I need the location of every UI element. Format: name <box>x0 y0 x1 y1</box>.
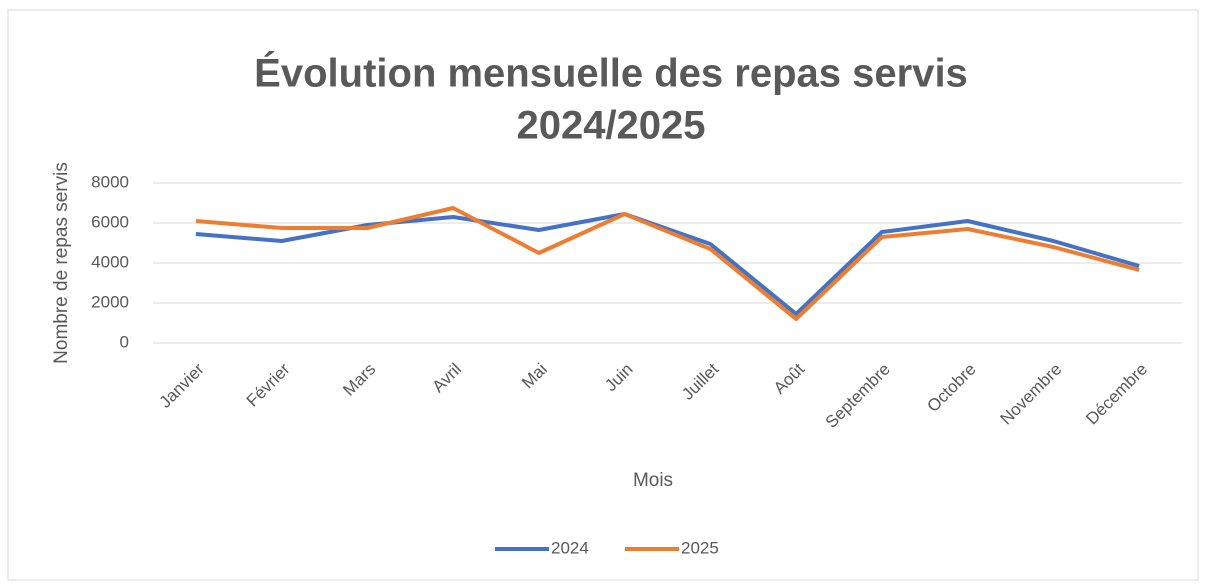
y-tick-label: 0 <box>120 332 129 351</box>
y-tick-label: 2000 <box>91 292 129 311</box>
legend-label: 2024 <box>551 538 589 557</box>
y-tick-label: 6000 <box>91 212 129 231</box>
x-axis-title: Mois <box>633 470 673 491</box>
chart-title: 2024/2025 <box>516 104 705 148</box>
y-tick-label: 8000 <box>91 172 129 191</box>
y-tick-label: 4000 <box>91 252 129 271</box>
line-series <box>195 206 1140 321</box>
y-axis-title: Nombre de repas servis <box>51 162 72 364</box>
chart-title: Évolution mensuelle des repas servis <box>254 51 968 96</box>
legend-label: 2025 <box>681 538 719 557</box>
chart-border <box>7 9 1199 581</box>
